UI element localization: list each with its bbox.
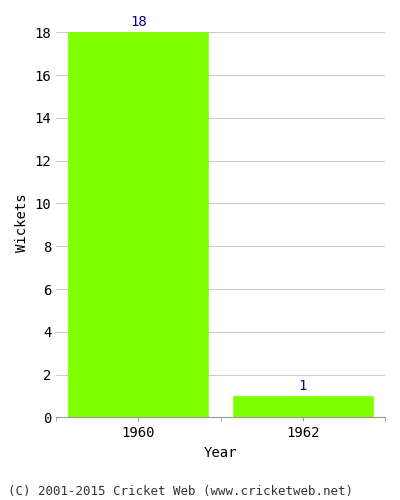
Text: 1: 1 — [299, 379, 307, 393]
Bar — [68, 32, 208, 417]
X-axis label: Year: Year — [204, 446, 237, 460]
Y-axis label: Wickets: Wickets — [15, 194, 29, 252]
Text: 18: 18 — [130, 15, 147, 29]
Bar — [233, 396, 373, 417]
Text: (C) 2001-2015 Cricket Web (www.cricketweb.net): (C) 2001-2015 Cricket Web (www.cricketwe… — [8, 484, 353, 498]
